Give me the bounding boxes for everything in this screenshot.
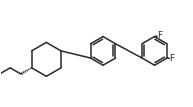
Text: F: F (169, 54, 175, 63)
Text: F: F (157, 31, 162, 40)
